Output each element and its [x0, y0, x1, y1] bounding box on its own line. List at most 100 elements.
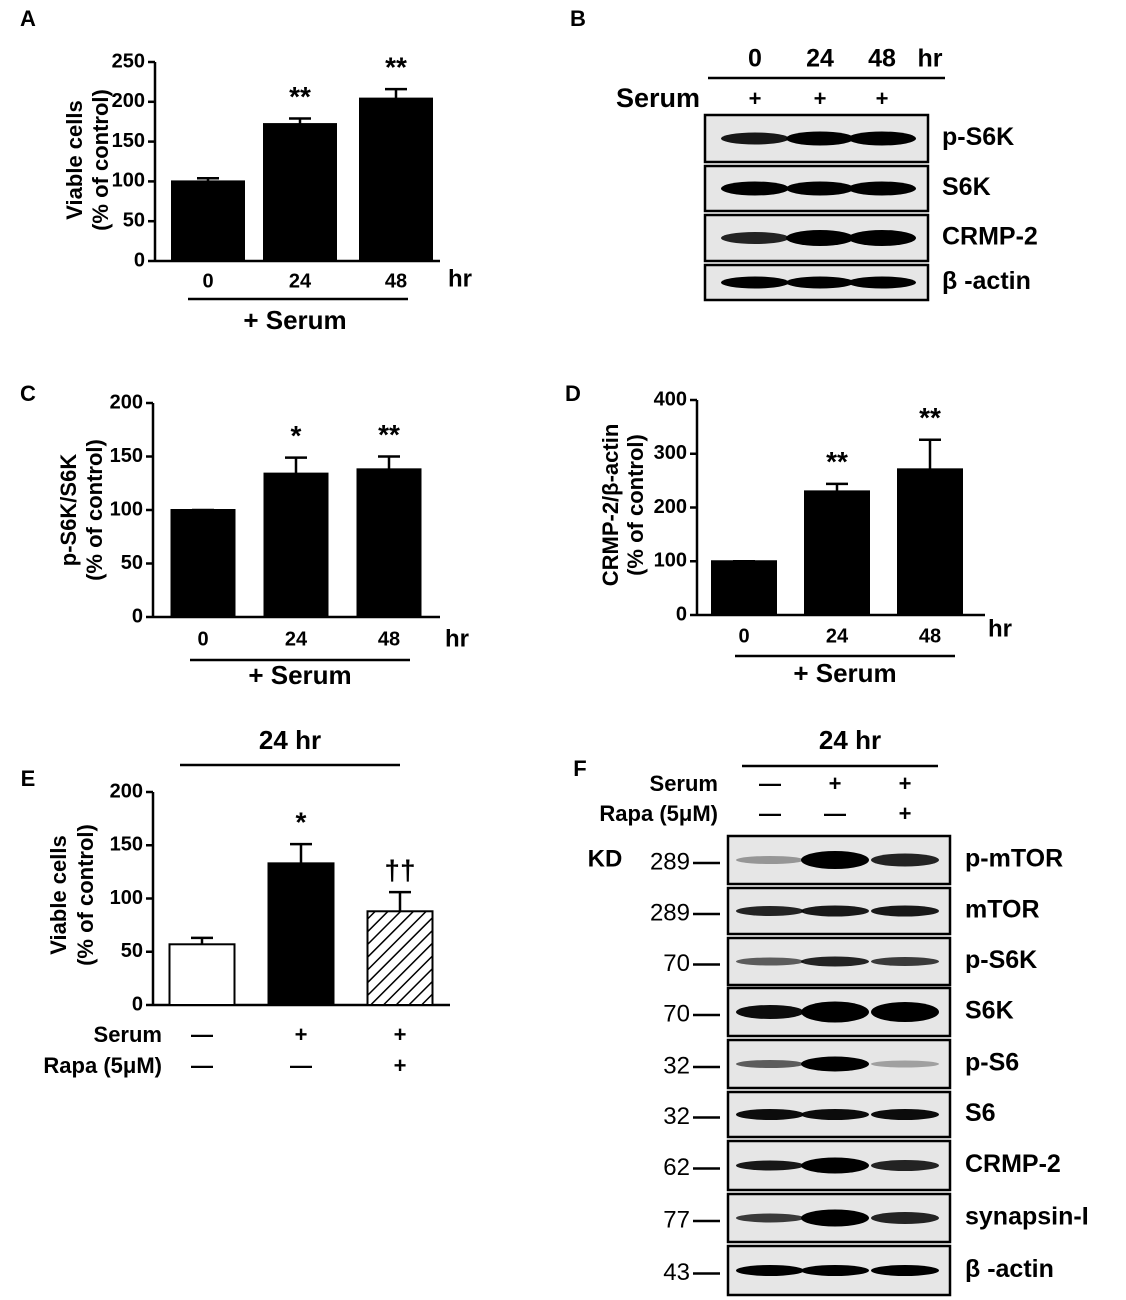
- condition-value: +: [829, 771, 842, 796]
- panel-label: C: [20, 381, 36, 406]
- blot-title: 24 hr: [819, 725, 881, 755]
- marker-unit: KD: [588, 845, 623, 872]
- y-tick-label: 200: [110, 780, 143, 802]
- y-axis-label: (% of control): [88, 89, 113, 231]
- condition-value: +: [876, 86, 889, 111]
- time-label: 24: [806, 45, 834, 73]
- condition-value: +: [295, 1022, 308, 1047]
- x-tick-label: 48: [378, 628, 400, 650]
- bar: [267, 862, 335, 1006]
- band: [801, 1001, 869, 1023]
- y-tick-label: 150: [112, 130, 145, 152]
- significance-mark: **: [378, 419, 400, 450]
- band: [736, 1109, 804, 1120]
- band: [801, 905, 869, 917]
- condition-value: +: [394, 1053, 407, 1078]
- significance-mark: *: [296, 807, 307, 838]
- band: [871, 1212, 939, 1224]
- band: [786, 276, 854, 289]
- y-tick-label: 50: [123, 209, 145, 231]
- band: [871, 1109, 939, 1120]
- group-label: + Serum: [248, 660, 351, 690]
- condition-value: —: [759, 771, 781, 796]
- y-axis-label: p-S6K/S6K: [56, 454, 81, 567]
- condition-name: Serum: [94, 1022, 162, 1047]
- panel-label: B: [570, 6, 586, 31]
- y-axis-label: Viable cells: [62, 100, 87, 219]
- band: [848, 276, 916, 289]
- protein-label: S6K: [942, 173, 991, 201]
- group-label: + Serum: [793, 658, 896, 688]
- panel-label: A: [20, 6, 36, 31]
- band: [801, 1109, 869, 1120]
- condition-name: Rapa (5μM): [43, 1053, 162, 1078]
- y-tick-label: 100: [110, 887, 143, 909]
- marker-size: 32: [663, 1052, 690, 1079]
- y-tick-label: 0: [676, 603, 687, 625]
- marker-size: 32: [663, 1103, 690, 1130]
- band: [801, 851, 869, 869]
- y-tick-label: 0: [134, 249, 145, 271]
- band: [721, 232, 789, 244]
- y-axis-label: (% of control): [73, 824, 98, 966]
- protein-label: S6K: [965, 997, 1014, 1025]
- y-axis-label: Viable cells: [46, 835, 71, 954]
- band: [871, 957, 939, 966]
- marker-size: 289: [650, 899, 690, 926]
- significance-mark: ††: [384, 855, 415, 886]
- band: [848, 131, 916, 146]
- condition-value: +: [814, 86, 827, 111]
- protein-label: mTOR: [965, 896, 1040, 924]
- band: [801, 1056, 869, 1072]
- panel-label: E: [21, 766, 36, 791]
- bar: [359, 97, 433, 262]
- y-tick-label: 100: [654, 550, 687, 572]
- panel-label: F: [573, 756, 586, 781]
- protein-label: β -actin: [965, 1255, 1054, 1283]
- band: [736, 957, 804, 966]
- band: [801, 1157, 869, 1174]
- band: [871, 1265, 939, 1276]
- y-tick-label: 150: [110, 834, 143, 856]
- band: [736, 1005, 804, 1019]
- y-tick-label: 50: [121, 552, 143, 574]
- band: [736, 1160, 804, 1171]
- band: [871, 1060, 939, 1068]
- condition-name: Rapa (5μM): [599, 801, 718, 826]
- band: [736, 1060, 804, 1068]
- condition-value: +: [899, 801, 912, 826]
- band: [871, 853, 939, 867]
- chart-title: 24 hr: [259, 725, 321, 755]
- y-tick-label: 100: [112, 170, 145, 192]
- significance-mark: *: [291, 420, 302, 451]
- band: [736, 856, 804, 864]
- x-tick-label: 48: [385, 270, 407, 292]
- y-axis-label: (% of control): [82, 439, 107, 581]
- band: [786, 230, 854, 246]
- y-tick-label: 250: [112, 50, 145, 72]
- band: [736, 1213, 804, 1223]
- band: [848, 181, 916, 196]
- x-unit: hr: [445, 625, 469, 652]
- y-tick-label: 150: [110, 445, 143, 467]
- band: [801, 1209, 869, 1227]
- significance-mark: **: [289, 81, 311, 112]
- significance-mark: **: [919, 402, 941, 433]
- panel-label: D: [565, 381, 581, 406]
- band: [801, 1265, 869, 1276]
- condition-value: —: [290, 1053, 312, 1078]
- bar: [263, 123, 337, 262]
- band: [786, 181, 854, 196]
- marker-size: 43: [663, 1259, 690, 1286]
- y-tick-label: 400: [654, 388, 687, 410]
- condition-value: —: [759, 801, 781, 826]
- band: [721, 276, 789, 289]
- protein-label: p-S6K: [965, 946, 1037, 974]
- condition-value: —: [191, 1022, 213, 1047]
- condition-value: +: [899, 771, 912, 796]
- y-tick-label: 0: [132, 993, 143, 1015]
- condition-value: —: [824, 801, 846, 826]
- group-label: + Serum: [243, 305, 346, 335]
- marker-size: 77: [663, 1206, 690, 1233]
